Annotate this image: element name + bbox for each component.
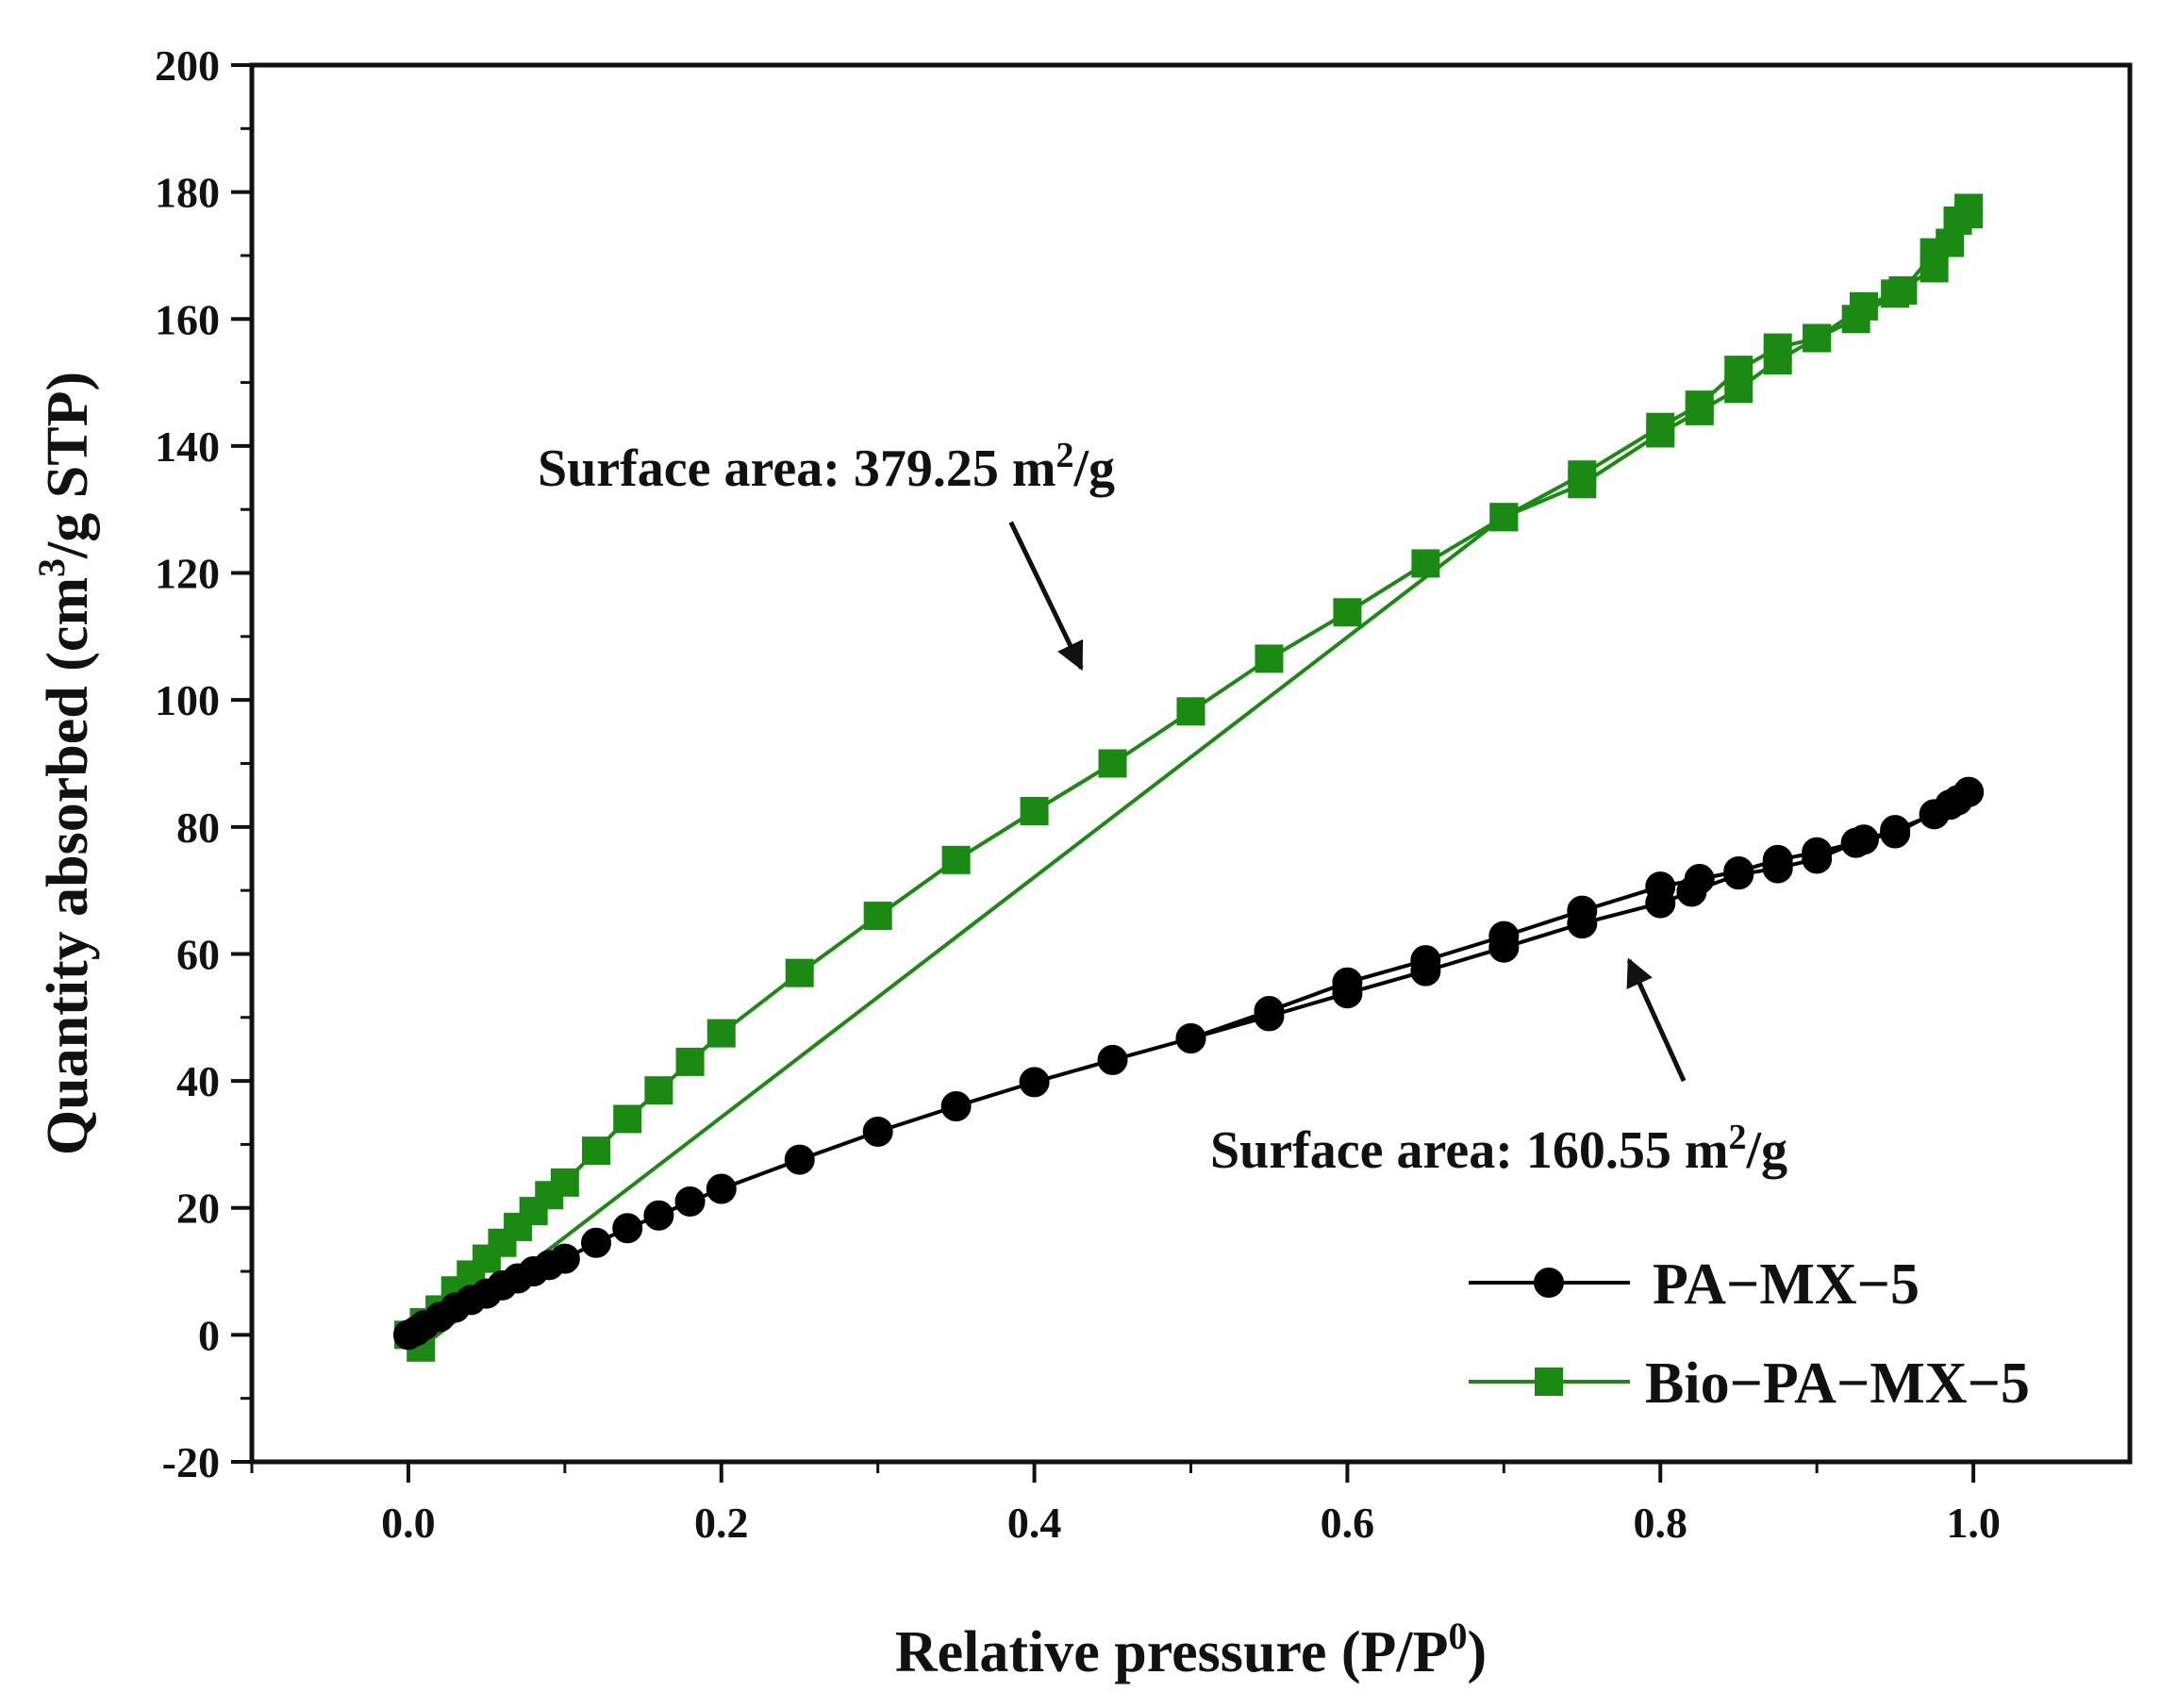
adsorption-point	[1098, 749, 1127, 778]
legend-label-bio-pa-mx-5: Bio−PA−MX−5	[1645, 1351, 2030, 1416]
desorption-point	[1848, 824, 1879, 855]
y-tick-label: 160	[155, 295, 220, 343]
desorption-point	[1724, 374, 1754, 404]
desorption-point	[1802, 843, 1833, 874]
x-axis-title: Relative pressure (P/P0)	[895, 1615, 1487, 1684]
x-tick-label: 0.0	[381, 1499, 436, 1547]
labels-layer: Relative pressure (P/P0) Quantity absorb…	[30, 372, 2030, 1684]
adsorption-point	[581, 1227, 612, 1258]
adsorption-point	[1097, 1044, 1128, 1075]
series-bio-pa-mx-5	[393, 193, 1984, 1362]
desorption-point	[1685, 396, 1714, 425]
adsorption-point	[940, 1091, 972, 1122]
adsorption-point	[706, 1019, 736, 1048]
adsorption-point	[1019, 1067, 1050, 1098]
legend-label-pa-mx-5: PA−MX−5	[1653, 1252, 1920, 1317]
y-tick-label: 0	[198, 1311, 220, 1359]
y-tick-label: 80	[176, 804, 220, 852]
y-tick-label: 40	[176, 1057, 220, 1105]
y-tick-label: 100	[155, 676, 220, 724]
y-tick-label: 200	[155, 41, 220, 90]
adsorption-point	[549, 1243, 580, 1274]
x-tick-label: 0.4	[1007, 1499, 1062, 1547]
annotation-arrow	[1626, 957, 1687, 1083]
adsorption-point	[863, 902, 892, 931]
desorption-point	[1803, 323, 1832, 353]
adsorption-point	[1333, 598, 1362, 627]
axes-layer: 0.0 0.2 0.4 0.6 0.8 1.0 -20 0 20 40 60 80 100 120 140 1…	[155, 41, 2133, 1547]
desorption-point	[1567, 908, 1598, 939]
adsorption-point	[644, 1076, 673, 1105]
annotation-bio-surface-area: Surface area: 379.25 m2/g	[538, 436, 1115, 498]
y-tick-label: -20	[162, 1438, 220, 1486]
desorption-point	[1175, 1022, 1206, 1053]
adsorption-point	[612, 1213, 643, 1244]
desorption-point	[1935, 789, 1966, 821]
adsorption-point	[1411, 549, 1440, 578]
adsorption-point	[785, 958, 814, 987]
desorption-point	[1488, 932, 1520, 963]
desorption-point	[1489, 503, 1519, 532]
desorption-point	[1676, 876, 1707, 907]
adsorption-point	[1255, 644, 1284, 673]
desorption-point	[1920, 238, 1949, 267]
annotation-arrow	[1008, 521, 1084, 672]
adsorption-point	[613, 1104, 642, 1134]
annotation-pa-surface-area: Surface area: 160.55 m2/g	[1210, 1118, 1787, 1180]
series-pa-mx-5	[392, 776, 1985, 1351]
desorption-point	[1254, 1001, 1285, 1032]
desorption-point	[1332, 978, 1363, 1009]
adsorption-point	[643, 1200, 674, 1231]
y-tick-label: 140	[155, 423, 220, 471]
desorption-point	[1888, 275, 1918, 305]
legend-marker	[1534, 1268, 1564, 1298]
desorption-point	[1568, 470, 1597, 499]
desorption-point	[1410, 955, 1441, 987]
adsorption-point	[675, 1047, 705, 1076]
adsorption-point	[1176, 697, 1205, 726]
y-tick-label: 180	[155, 169, 220, 217]
desorption-point	[1723, 859, 1754, 890]
desorption-point	[1763, 346, 1792, 375]
adsorption-point	[1020, 796, 1049, 825]
y-tick-label: 120	[155, 550, 220, 598]
desorption-point	[1954, 200, 1984, 229]
adsorption-point	[941, 845, 971, 874]
x-tick-label: 0.2	[694, 1499, 749, 1547]
x-tick-label: 1.0	[1946, 1499, 2001, 1547]
y-tick-label: 20	[176, 1185, 220, 1233]
y-tick-label: 60	[176, 930, 220, 978]
legend-marker	[1535, 1368, 1563, 1396]
y-axis-title: Quantity absorbed (cm3/g STP)	[30, 372, 100, 1155]
adsorption-point	[550, 1168, 579, 1197]
series-layer	[392, 193, 1985, 1362]
adsorption-point	[706, 1173, 737, 1204]
adsorption-point	[862, 1116, 893, 1147]
desorption-point	[1849, 291, 1878, 321]
x-tick-label: 0.8	[1634, 1499, 1688, 1547]
desorption-point	[1880, 818, 1911, 849]
desorption-point	[1645, 887, 1676, 919]
desorption-point	[1762, 853, 1793, 884]
adsorption-point	[784, 1144, 815, 1175]
adsorption-point	[674, 1186, 706, 1217]
x-tick-label: 0.6	[1321, 1499, 1375, 1547]
adsorption-point	[582, 1136, 611, 1166]
desorption-point	[1646, 419, 1675, 448]
